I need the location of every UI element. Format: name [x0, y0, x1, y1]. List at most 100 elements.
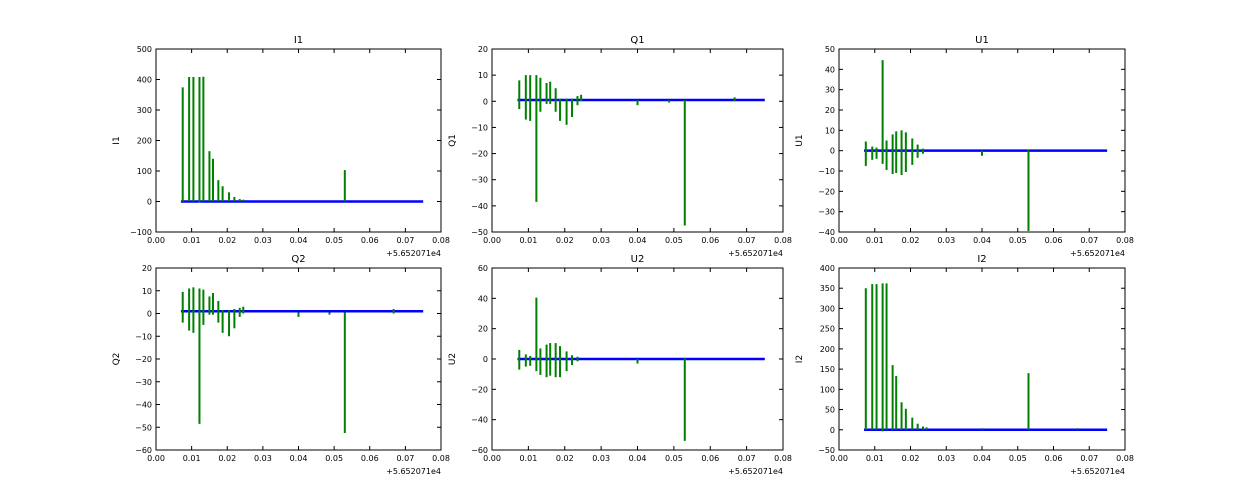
x-tick-label: 0.06: [701, 454, 719, 463]
y-tick-label: 0: [830, 147, 835, 156]
x-tick-label: 0.07: [396, 236, 414, 245]
x-tick-label: 0.06: [361, 236, 379, 245]
y-tick-label: 0: [147, 310, 152, 319]
y-tick-label: −20: [471, 150, 488, 159]
x-offset-label: +5.652071e4: [1070, 467, 1125, 476]
x-tick-label: 0.04: [290, 454, 308, 463]
y-tick-label: −10: [135, 332, 152, 341]
y-tick-label: −30: [471, 176, 488, 185]
y-tick-label: 200: [820, 345, 835, 354]
y-tick-label: 10: [142, 287, 152, 296]
subplot-Q1: 0.00 0.01 0.02 0.03 0.04 0.05 0.06 0.07 0.08 −50 −…: [448, 35, 792, 258]
y-axis-label: Q1: [448, 134, 458, 147]
x-tick-label: 0.00: [483, 236, 501, 245]
y-tick-label: 150: [820, 365, 835, 374]
x-tick-label: 0.07: [396, 454, 414, 463]
x-tick-label: 0.02: [218, 454, 236, 463]
x-tick-label: 0.03: [937, 236, 955, 245]
y-tick-label: −10: [471, 123, 488, 132]
x-tick-label: 0.03: [254, 236, 272, 245]
x-tick-label: 0.08: [432, 454, 450, 463]
y-axis-label: I2: [795, 355, 805, 363]
y-tick-label: 40: [825, 65, 835, 74]
y-tick-label: 30: [825, 86, 835, 95]
y-axis-label: I1: [112, 136, 122, 144]
y-tick-label: −50: [135, 423, 152, 432]
x-offset-label: +5.652071e4: [1070, 249, 1125, 258]
x-tick-label: 0.00: [147, 454, 165, 463]
x-tick-label: 0.02: [902, 236, 920, 245]
x-tick-label: 0.01: [866, 236, 884, 245]
y-tick-label: 400: [137, 76, 152, 85]
y-tick-label: 0: [830, 426, 835, 435]
y-tick-label: 250: [820, 325, 835, 334]
y-tick-label: −20: [471, 385, 488, 394]
y-tick-label: −40: [471, 416, 488, 425]
x-tick-label: 0.00: [147, 236, 165, 245]
x-tick-label: 0.07: [1080, 454, 1098, 463]
chart-title: Q1: [630, 35, 644, 46]
x-tick-label: 0.02: [556, 454, 574, 463]
subplot-U2: 0.00 0.01 0.02 0.03 0.04 0.05 0.06 0.07 0.08 −60 −…: [448, 254, 792, 476]
x-tick-label: 0.06: [1045, 454, 1063, 463]
y-tick-label: −20: [818, 187, 835, 196]
x-tick-label: 0.02: [902, 454, 920, 463]
y-tick-label: −50: [818, 446, 835, 455]
x-tick-label: 0.04: [290, 236, 308, 245]
x-tick-label: 0.03: [937, 454, 955, 463]
y-tick-label: 500: [137, 45, 152, 54]
y-axis-label: U1: [795, 134, 805, 146]
y-tick-label: 20: [825, 106, 835, 115]
y-tick-label: 50: [825, 45, 835, 54]
x-tick-label: 0.05: [1009, 454, 1027, 463]
y-tick-label: 0: [147, 198, 152, 207]
y-tick-label: 300: [820, 304, 835, 313]
y-tick-label: 0: [483, 355, 488, 364]
y-tick-label: 60: [478, 264, 488, 273]
x-tick-label: 0.08: [1116, 236, 1134, 245]
x-tick-label: 0.01: [519, 454, 537, 463]
x-tick-label: 0.08: [774, 454, 792, 463]
x-tick-label: 0.05: [665, 236, 683, 245]
x-tick-label: 0.05: [1009, 236, 1027, 245]
x-tick-label: 0.06: [1045, 236, 1063, 245]
y-tick-label: 20: [478, 45, 488, 54]
y-tick-label: −20: [135, 355, 152, 364]
x-tick-label: 0.01: [183, 236, 201, 245]
x-tick-label: 0.06: [701, 236, 719, 245]
x-tick-label: 0.02: [556, 236, 574, 245]
subplot-U1: 0.00 0.01 0.02 0.03 0.04 0.05 0.06 0.07 0.08 −40 −…: [795, 35, 1134, 258]
y-tick-label: 200: [137, 137, 152, 146]
y-tick-label: 10: [478, 71, 488, 80]
y-axis-label: U2: [448, 353, 458, 365]
x-tick-label: 0.02: [218, 236, 236, 245]
y-tick-label: −60: [471, 446, 488, 455]
y-tick-label: 350: [820, 284, 835, 293]
y-tick-label: −60: [135, 446, 152, 455]
x-tick-label: 0.08: [432, 236, 450, 245]
y-tick-label: 20: [142, 264, 152, 273]
x-tick-label: 0.04: [629, 454, 647, 463]
x-tick-label: 0.00: [830, 454, 848, 463]
x-tick-label: 0.03: [592, 454, 610, 463]
x-tick-label: 0.03: [254, 454, 272, 463]
y-tick-label: 300: [137, 106, 152, 115]
x-tick-label: 0.05: [325, 236, 343, 245]
x-tick-label: 0.04: [973, 236, 991, 245]
x-tick-label: 0.01: [866, 454, 884, 463]
y-tick-label: 40: [478, 294, 488, 303]
x-tick-label: 0.08: [1116, 454, 1134, 463]
y-tick-label: 100: [137, 167, 152, 176]
x-tick-label: 0.07: [738, 454, 756, 463]
y-axis-label: Q2: [112, 353, 122, 366]
y-tick-label: 10: [825, 126, 835, 135]
chart-title: I2: [977, 254, 986, 265]
y-tick-label: −40: [818, 228, 835, 237]
x-offset-label: +5.652071e4: [386, 467, 441, 476]
y-tick-label: −40: [135, 401, 152, 410]
x-tick-label: 0.06: [361, 454, 379, 463]
y-tick-label: −40: [471, 202, 488, 211]
chart-title: Q2: [291, 254, 305, 265]
x-tick-label: 0.07: [1080, 236, 1098, 245]
